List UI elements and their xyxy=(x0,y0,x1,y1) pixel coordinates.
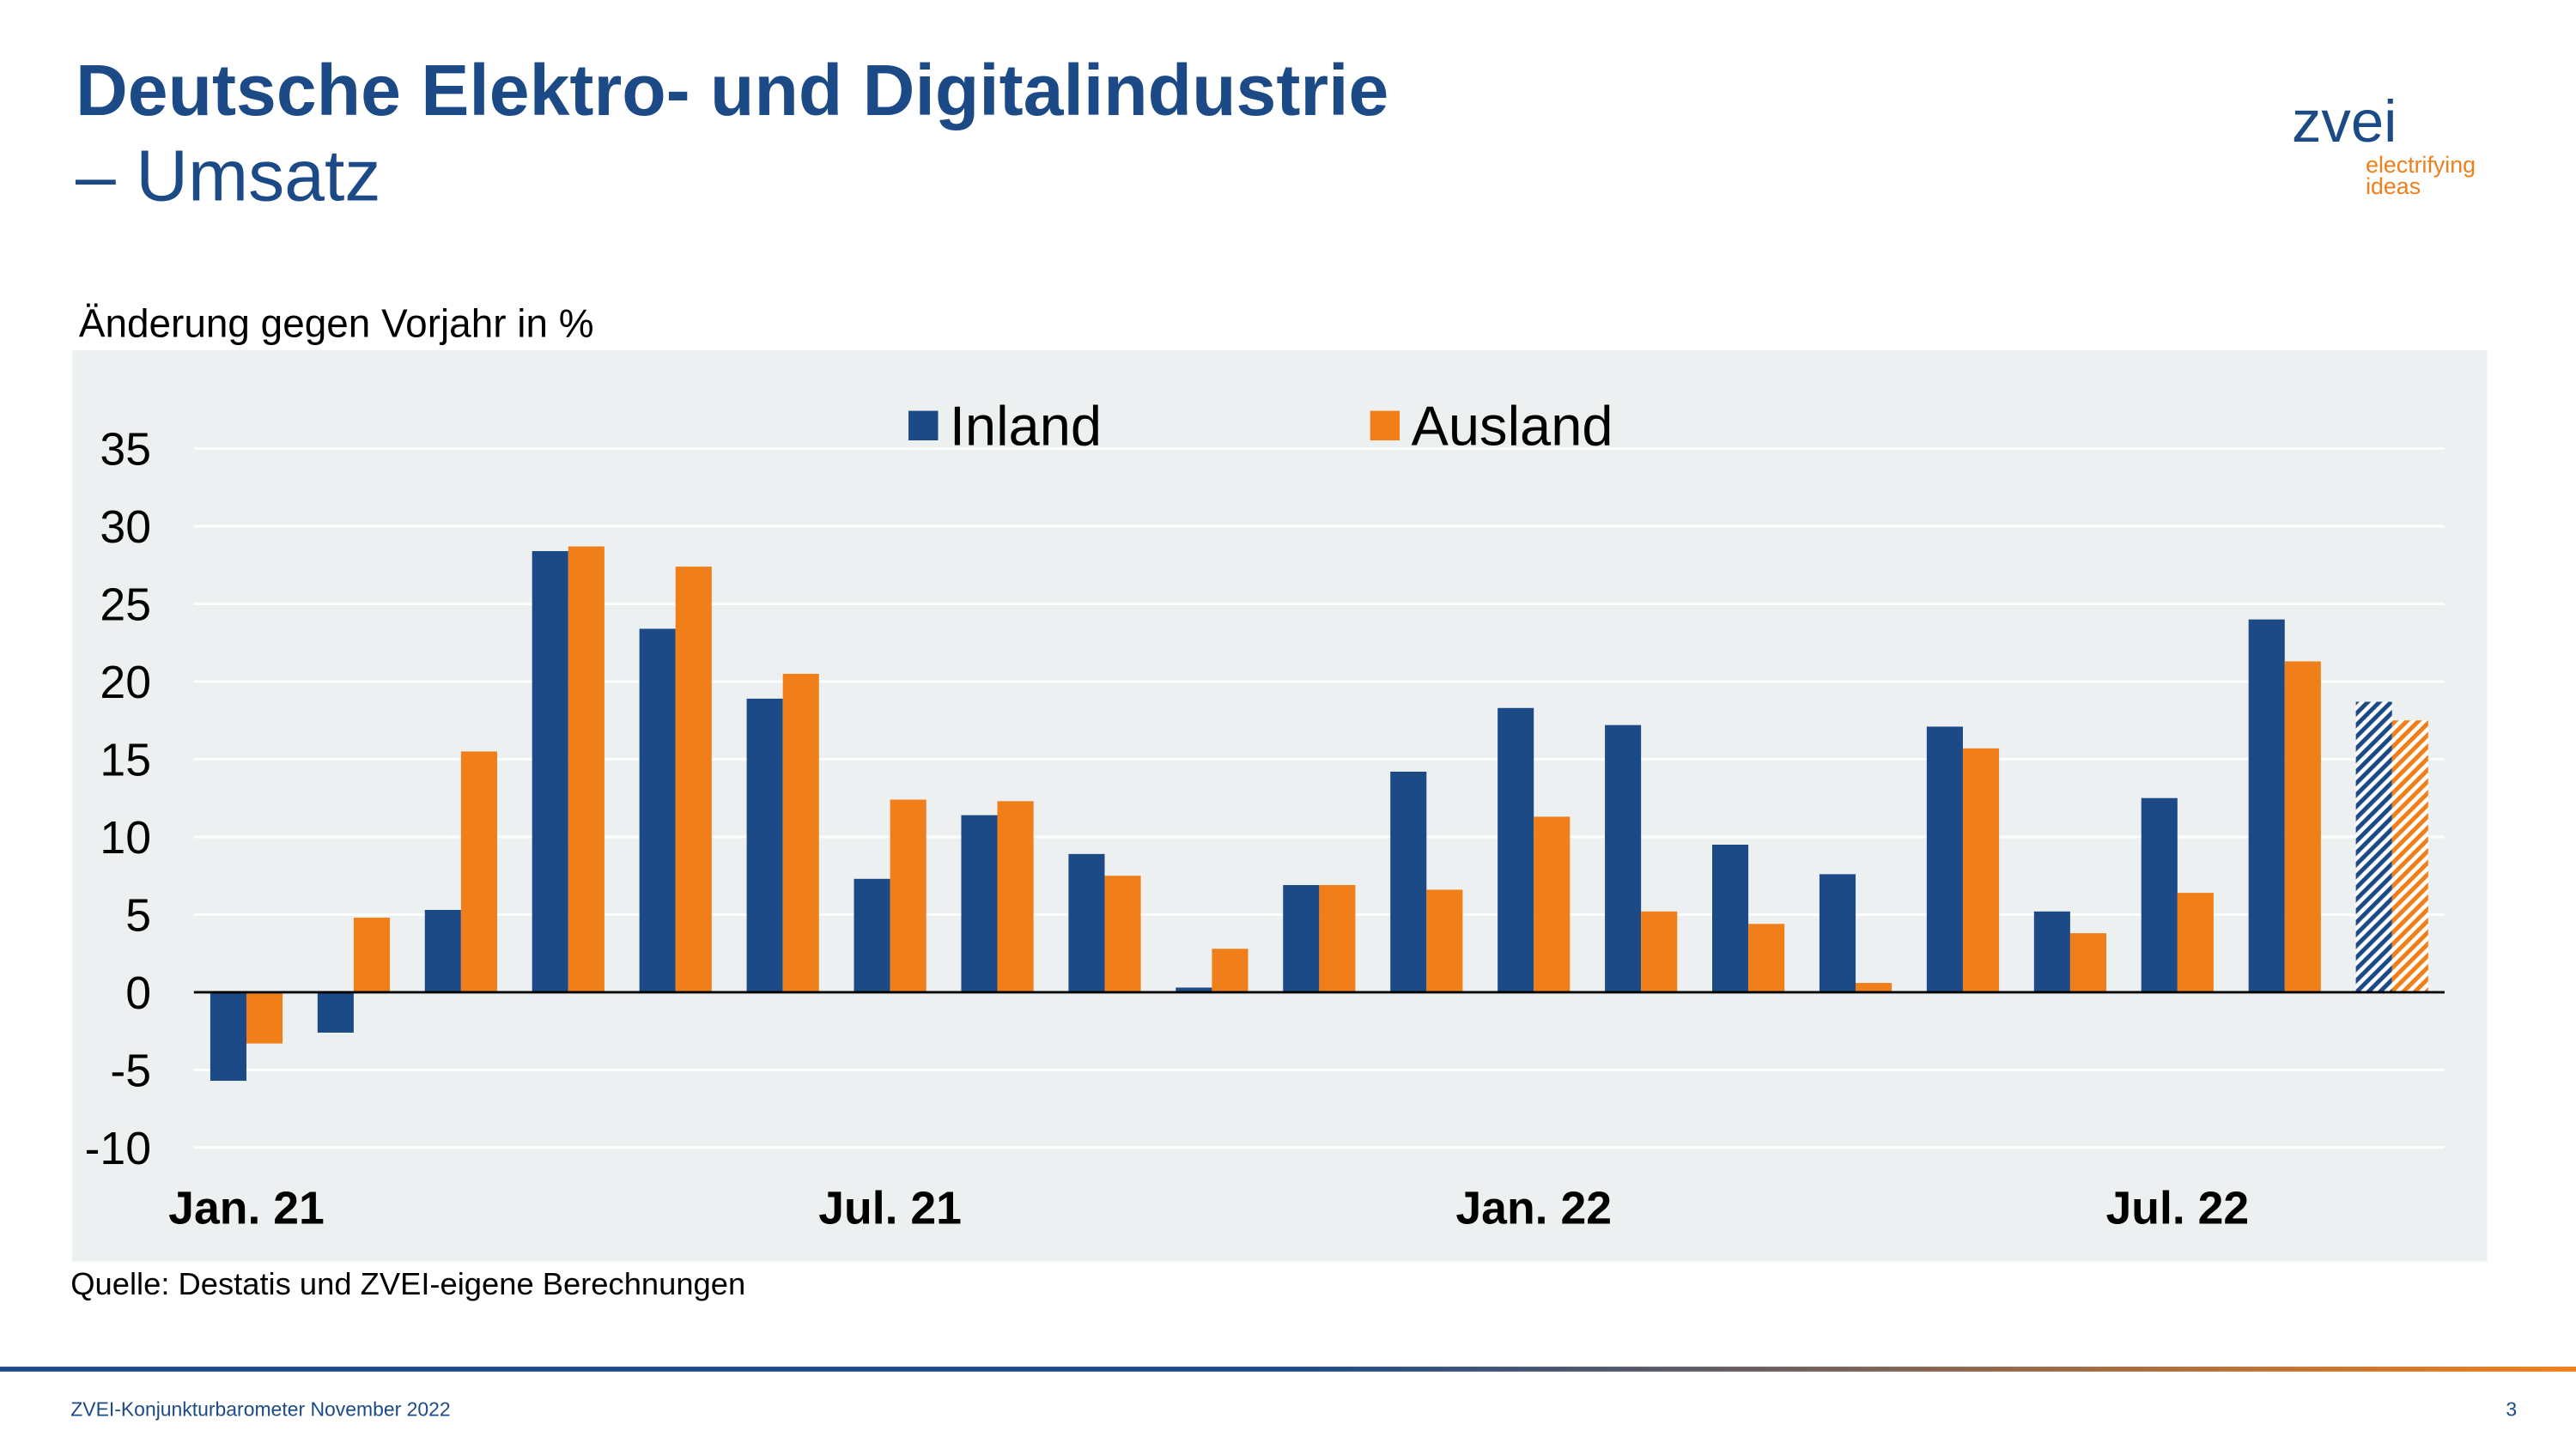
bar xyxy=(746,698,783,992)
y-tick-label: -10 xyxy=(85,1124,151,1174)
logo-tagline: ideas xyxy=(2366,173,2421,199)
bar xyxy=(2069,933,2106,992)
bar xyxy=(997,801,1034,992)
bar xyxy=(1319,885,1356,992)
footer-rule xyxy=(0,1367,2576,1372)
logo-tagline: electrifying xyxy=(2366,152,2476,178)
subtitle: – Umsatz xyxy=(76,136,380,216)
x-tick-label: Jan. 21 xyxy=(168,1184,325,1234)
bar xyxy=(246,991,283,1044)
bar xyxy=(1068,853,1105,992)
y-tick-label: 30 xyxy=(100,502,151,553)
bar xyxy=(568,546,605,992)
bar xyxy=(2177,893,2214,992)
chart-panel xyxy=(72,349,2488,1262)
y-tick-label: 10 xyxy=(100,813,151,864)
bar xyxy=(1426,889,1463,992)
bar xyxy=(1212,949,1249,992)
bar xyxy=(2033,911,2070,992)
footer-text: ZVEI-Konjunkturbarometer November 2022 xyxy=(70,1397,450,1420)
bar xyxy=(961,815,998,992)
bar xyxy=(1390,771,1427,992)
bar xyxy=(424,910,461,992)
x-tick-label: Jan. 22 xyxy=(1455,1184,1612,1234)
bar xyxy=(2391,720,2428,992)
bar xyxy=(1962,748,2000,992)
bar xyxy=(782,673,819,992)
bar xyxy=(854,878,890,992)
bar xyxy=(1748,924,1785,992)
bar xyxy=(532,551,568,992)
bar xyxy=(1498,707,1534,992)
page-number: 3 xyxy=(2506,1397,2517,1420)
y-tick-label: 15 xyxy=(100,736,151,786)
legend-swatch xyxy=(1370,410,1400,441)
bar xyxy=(353,918,391,992)
bar xyxy=(1176,987,1212,992)
y-tick-label: 20 xyxy=(100,658,151,708)
bar xyxy=(675,567,712,992)
bar xyxy=(1819,874,1856,992)
legend-label: Inland xyxy=(950,395,1102,458)
legend-swatch xyxy=(908,410,939,441)
bar xyxy=(460,751,497,992)
logo-name: zvei xyxy=(2292,88,2397,155)
bar xyxy=(210,991,246,1082)
bar xyxy=(639,628,676,992)
y-tick-label: 5 xyxy=(125,891,151,942)
x-tick-label: Jul. 22 xyxy=(2105,1184,2249,1234)
bar xyxy=(1856,983,1893,992)
bar xyxy=(1104,876,1141,992)
bar xyxy=(1641,911,1678,992)
legend-label: Ausland xyxy=(1411,395,1613,458)
bar xyxy=(890,799,927,992)
bar xyxy=(1605,724,1642,992)
bar xyxy=(2284,661,2321,992)
y-tick-label: 35 xyxy=(100,425,151,476)
bar xyxy=(1283,885,1320,992)
source: Quelle: Destatis und ZVEI-eigene Berechn… xyxy=(70,1266,745,1301)
x-tick-label: Jul. 21 xyxy=(818,1184,962,1234)
bar xyxy=(317,991,354,1033)
y-tick-label: 0 xyxy=(125,968,151,1019)
y-tick-label: -5 xyxy=(110,1046,151,1097)
y-axis-label: Änderung gegen Vorjahr in % xyxy=(79,300,594,345)
bar xyxy=(1712,845,1749,992)
y-tick-label: 25 xyxy=(100,580,151,631)
bar xyxy=(1534,816,1571,992)
bar xyxy=(2248,619,2285,992)
bar xyxy=(1926,726,1963,992)
plot: 35 30 25 20 15 10 5 0 -5 -10 Jan. 21 Jul. 21 Jan. 22… xyxy=(85,395,2445,1234)
bar xyxy=(2141,797,2178,992)
bar xyxy=(2355,701,2392,992)
title: Deutsche Elektro- und Digitalindustrie xyxy=(76,50,1388,130)
